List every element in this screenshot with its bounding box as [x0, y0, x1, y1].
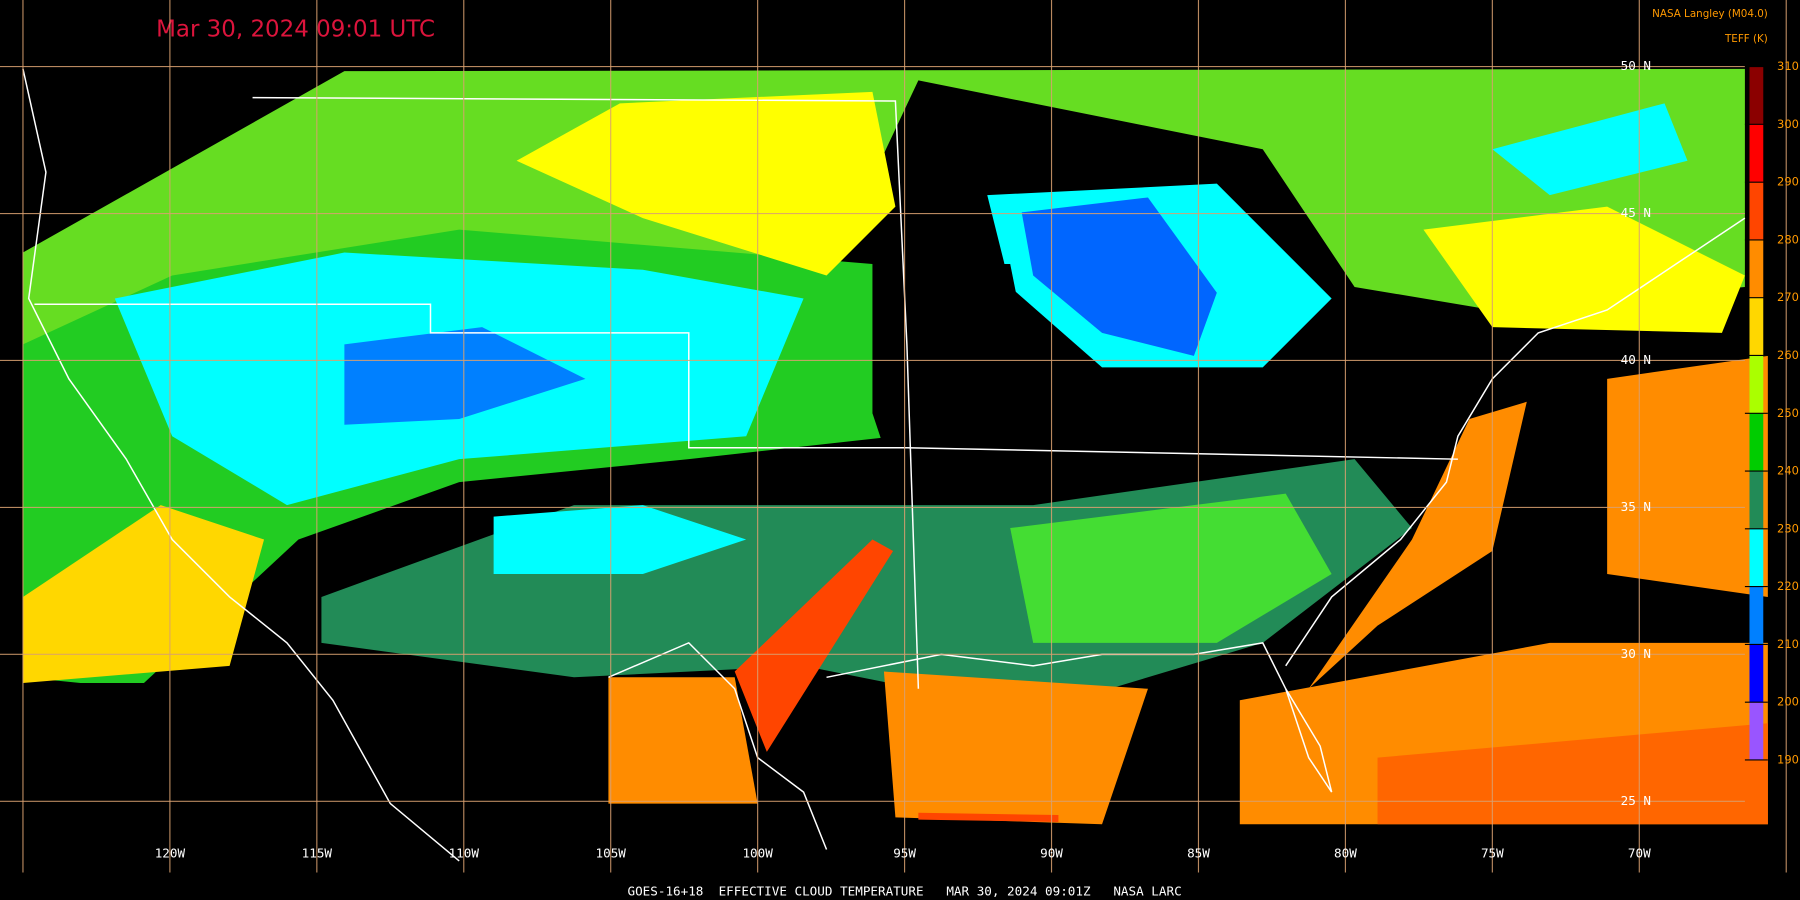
colorbar-label: 250 — [1777, 406, 1799, 420]
colorbar-label: 280 — [1777, 232, 1799, 246]
cloud-region — [344, 327, 586, 425]
longitude-label: 90W — [1040, 846, 1063, 861]
coastline — [826, 642, 1333, 793]
colorbar-label: 210 — [1777, 637, 1799, 651]
timestamp-title: Mar 30, 2024 09:01 UTC — [156, 16, 435, 42]
colorbar-label: 190 — [1777, 752, 1799, 766]
cloud-region — [608, 677, 758, 804]
cloud-region — [918, 812, 1059, 822]
cloud-field — [22, 68, 1768, 900]
cloud-region — [1377, 723, 1768, 825]
colorbar-segment — [1749, 182, 1764, 240]
colorbar-segment — [1749, 355, 1764, 414]
colorbar-segment — [1749, 471, 1764, 529]
colorbar-label: 290 — [1777, 175, 1799, 189]
latitude-label: 25 N — [1621, 793, 1651, 808]
longitude-label: 100W — [742, 846, 773, 861]
clear-region — [872, 264, 1034, 483]
colorbar-segment — [1749, 413, 1764, 472]
latitude-label: 40 N — [1621, 352, 1651, 367]
state-border — [34, 303, 1458, 460]
colorbar-segment — [1749, 586, 1764, 645]
coastline — [22, 68, 460, 862]
credit: NASA Langley (M04.0) — [1652, 8, 1768, 20]
longitude-label: 105W — [596, 846, 627, 861]
colorbar-segment — [1749, 297, 1764, 356]
longitude-label: 70W — [1628, 846, 1651, 861]
colorbar-segment — [1749, 644, 1764, 703]
longitude-label: 120W — [155, 846, 186, 861]
longitude-label: 75W — [1481, 846, 1504, 861]
cloud-region — [1308, 401, 1527, 689]
colorbar-label: 230 — [1777, 521, 1799, 535]
cloud-region — [22, 68, 1745, 552]
longitude-label: 80W — [1334, 846, 1357, 861]
cloud-region — [1423, 206, 1745, 333]
colorbar-label: 200 — [1777, 695, 1799, 709]
footer: GOES-16+18 EFFECTIVE CLOUD TEMPERATURE M… — [627, 883, 1181, 898]
latitude-label: 30 N — [1621, 646, 1651, 661]
cloud-region — [883, 671, 1148, 825]
coastline — [1285, 217, 1746, 667]
colorbar-label: 270 — [1777, 290, 1799, 304]
colorbar-label: 310 — [1777, 59, 1799, 73]
unit-label: TEFF (K) — [1724, 33, 1768, 45]
longitude-label: 95W — [893, 846, 916, 861]
colorbar-segment — [1749, 528, 1764, 587]
colorbar-label: 240 — [1777, 464, 1799, 478]
colorbar-segment — [1749, 66, 1764, 125]
latitude-label: 45 N — [1621, 205, 1651, 220]
cloud-region — [1010, 493, 1332, 643]
cloud-region — [22, 505, 265, 684]
state-border — [252, 96, 920, 689]
colorbar-label: 300 — [1777, 117, 1799, 131]
colorbar-segment — [1749, 239, 1764, 298]
longitude-label: 85W — [1187, 846, 1210, 861]
cloud-region — [493, 505, 747, 574]
cloud-region — [1607, 355, 1768, 597]
latitude-label: 50 N — [1621, 58, 1651, 73]
longitude-label: 115W — [302, 846, 333, 861]
cloud-region — [1021, 197, 1217, 356]
colorbar-segment — [1749, 702, 1764, 760]
clear-region — [22, 683, 607, 900]
latitude-label: 35 N — [1621, 499, 1651, 514]
colorbar-segment — [1749, 124, 1764, 183]
colorbar-label: 260 — [1777, 348, 1799, 362]
colorbar-label: 220 — [1777, 579, 1799, 593]
longitude-label: 110W — [449, 846, 480, 861]
cloud-region — [734, 539, 894, 752]
